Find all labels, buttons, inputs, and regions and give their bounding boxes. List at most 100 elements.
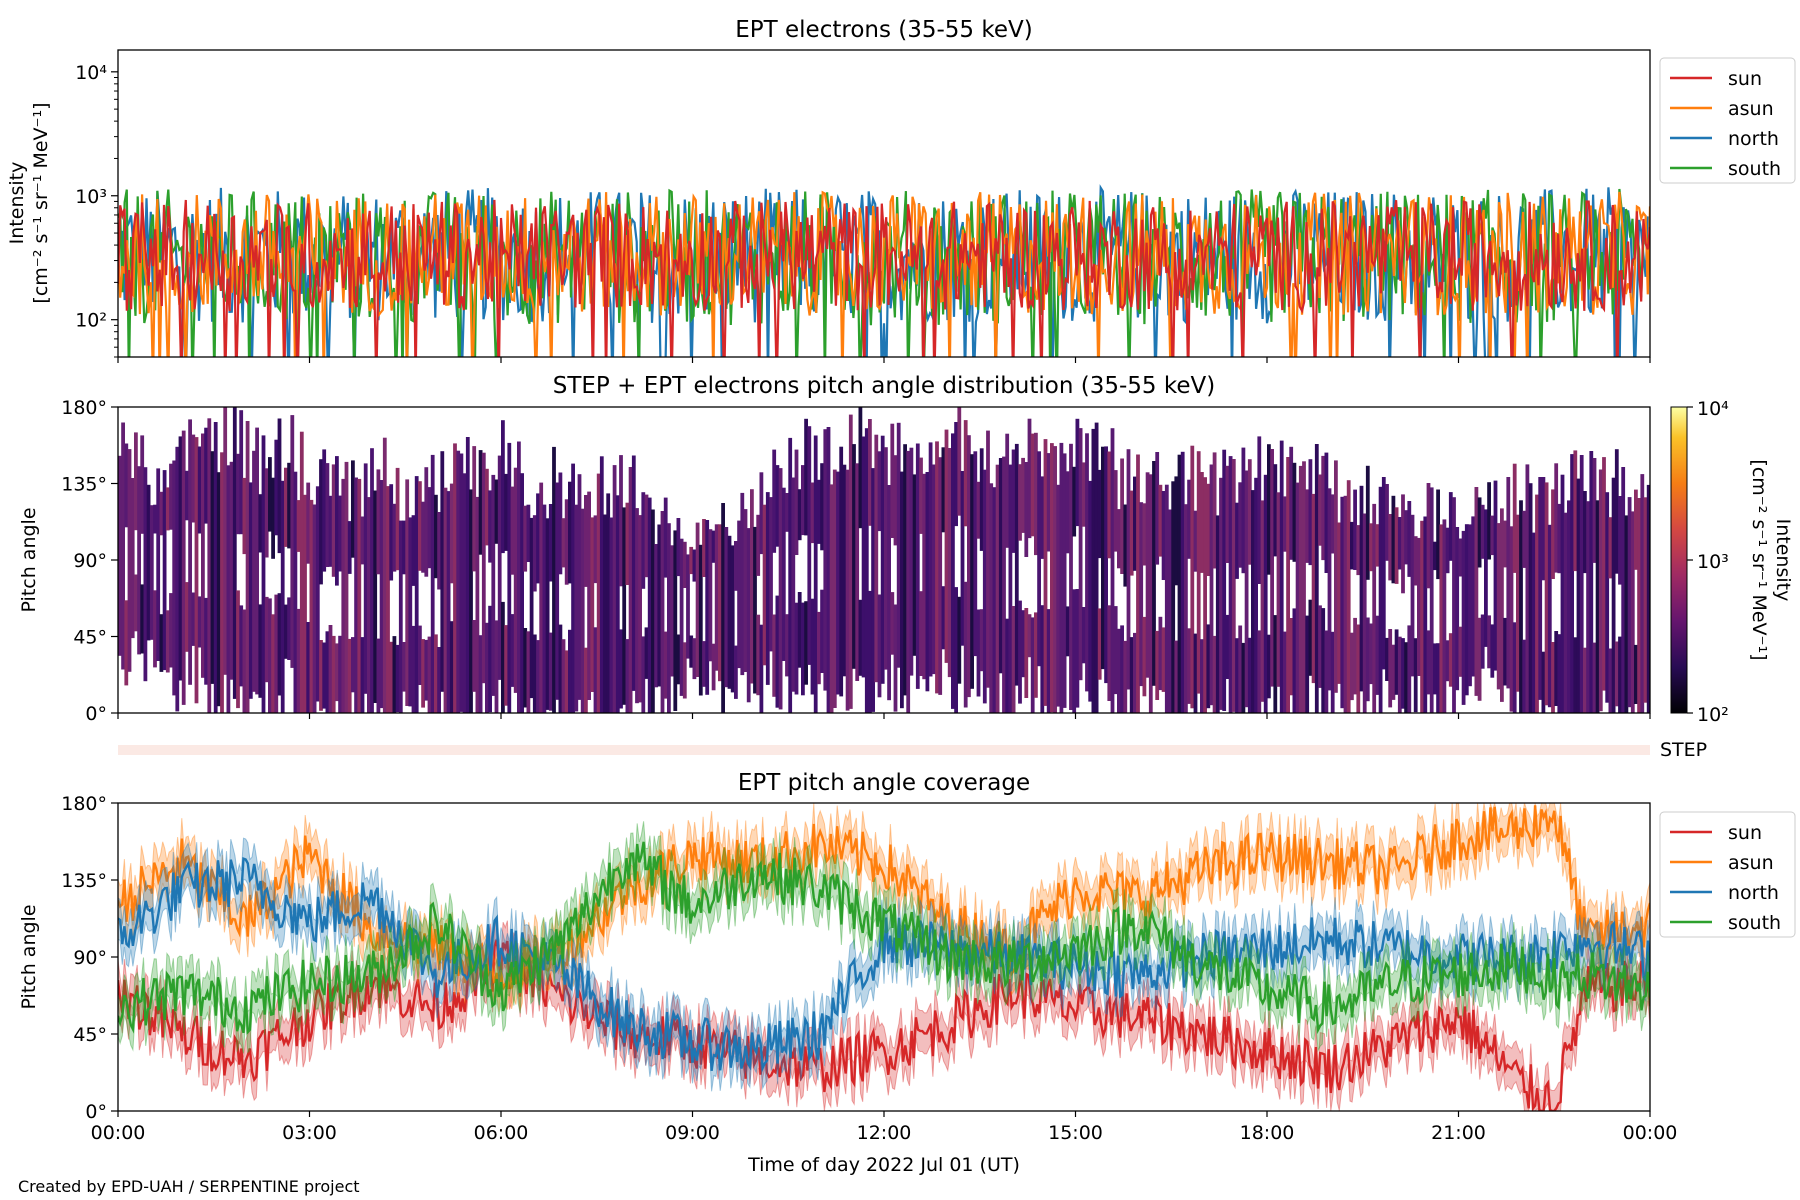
heat-cell	[529, 517, 534, 699]
heat-cell	[1477, 617, 1482, 701]
heat-cell	[1496, 523, 1501, 690]
heat-cell	[392, 503, 397, 572]
x-tick-label: 15:00	[1048, 1122, 1103, 1144]
heat-cell	[667, 523, 671, 713]
heat-cell	[1567, 500, 1571, 713]
heat-cell	[1238, 625, 1243, 713]
heat-cell	[1493, 480, 1498, 671]
heat-cell	[759, 472, 764, 555]
heat-cell	[568, 629, 572, 713]
heat-cell	[408, 517, 413, 707]
heat-cell	[402, 520, 406, 575]
heat-cell	[826, 427, 831, 713]
heat-cell	[1133, 632, 1137, 713]
heat-cell	[1113, 606, 1118, 695]
heat-cell	[1123, 504, 1128, 587]
heat-cell	[373, 490, 378, 703]
heat-cell	[915, 443, 920, 689]
heat-cell	[1401, 494, 1405, 594]
heat-cell	[801, 465, 805, 536]
heat-cell	[488, 605, 492, 713]
x-tick-label: 06:00	[474, 1122, 529, 1144]
panel1-plot	[118, 184, 1650, 357]
heat-cell	[558, 624, 563, 713]
heat-cell	[1244, 470, 1249, 708]
heat-cell	[488, 490, 492, 563]
heat-cell	[1318, 605, 1322, 688]
heat-cell	[641, 636, 646, 713]
heat-cell	[1206, 624, 1211, 709]
heat-cell	[1148, 474, 1153, 713]
heat-cell	[995, 464, 1000, 713]
heat-cell	[223, 407, 228, 675]
heat-cell	[957, 407, 962, 516]
heat-cell	[1544, 482, 1549, 706]
heat-cell	[1525, 464, 1530, 713]
y-tick-label: 45°	[73, 627, 107, 649]
heat-cell	[1193, 633, 1198, 713]
panel3-legend: sun asun north south	[1659, 811, 1796, 938]
heat-cell	[1516, 514, 1520, 692]
heat-cell	[306, 482, 311, 564]
heat-cell	[1174, 640, 1179, 713]
heat-cell	[1394, 507, 1399, 584]
heat-cell	[1075, 589, 1080, 708]
heat-cell	[1295, 482, 1300, 713]
heat-cell	[810, 482, 815, 544]
heat-cell	[1002, 456, 1006, 713]
heat-cell	[673, 530, 678, 711]
heat-cell	[1283, 631, 1287, 713]
heat-cell	[1573, 450, 1578, 572]
heat-cell	[954, 422, 958, 527]
heat-cell	[1557, 503, 1562, 574]
heat-cell	[625, 639, 630, 713]
heat-cell	[644, 627, 649, 679]
heat-cell	[1117, 628, 1121, 713]
heat-cell	[702, 641, 706, 687]
heat-cell	[1209, 464, 1214, 706]
heat-cell	[890, 592, 895, 655]
heat-cell	[1158, 616, 1163, 691]
heat-cell	[976, 481, 981, 539]
heat-cell	[1401, 638, 1405, 709]
legend-label-north: north	[1728, 882, 1779, 904]
heat-cell	[861, 436, 866, 678]
heat-cell	[456, 450, 461, 713]
heat-cell	[1490, 624, 1495, 678]
heat-cell	[1554, 463, 1559, 573]
heat-cell	[762, 504, 767, 666]
heat-cell	[804, 418, 808, 536]
heat-cell	[1247, 637, 1252, 713]
heat-cell	[1305, 615, 1310, 713]
heat-cell	[1586, 501, 1590, 713]
heat-cell	[165, 487, 170, 531]
heat-cell	[976, 609, 981, 697]
heat-cell	[1097, 608, 1102, 680]
heat-cell	[328, 625, 333, 713]
heat-cell	[561, 518, 566, 568]
heat-cell	[1458, 626, 1463, 677]
heat-cell	[1215, 515, 1220, 713]
heat-cell	[1046, 609, 1051, 713]
heat-cell	[335, 643, 339, 702]
heat-cell	[1541, 477, 1546, 581]
heat-cell	[1164, 484, 1169, 713]
heat-cell	[248, 482, 253, 699]
heat-cell	[252, 450, 256, 692]
heat-cell	[1091, 428, 1096, 713]
heat-cell	[1535, 494, 1539, 713]
heat-cell	[306, 622, 311, 713]
heat-cell	[663, 631, 668, 699]
heat-cell	[1212, 635, 1217, 713]
heat-cell	[1592, 458, 1597, 563]
heat-cell	[1557, 634, 1562, 713]
heat-cell	[338, 495, 342, 572]
heat-cell	[389, 641, 394, 713]
series-line-asun	[118, 805, 1650, 992]
heat-cell	[236, 590, 240, 709]
heat-cell	[325, 463, 330, 567]
heat-cell	[478, 450, 483, 555]
heat-cell	[1117, 509, 1121, 569]
y-tick-label: 90°	[73, 947, 107, 969]
heat-cell	[201, 433, 205, 678]
